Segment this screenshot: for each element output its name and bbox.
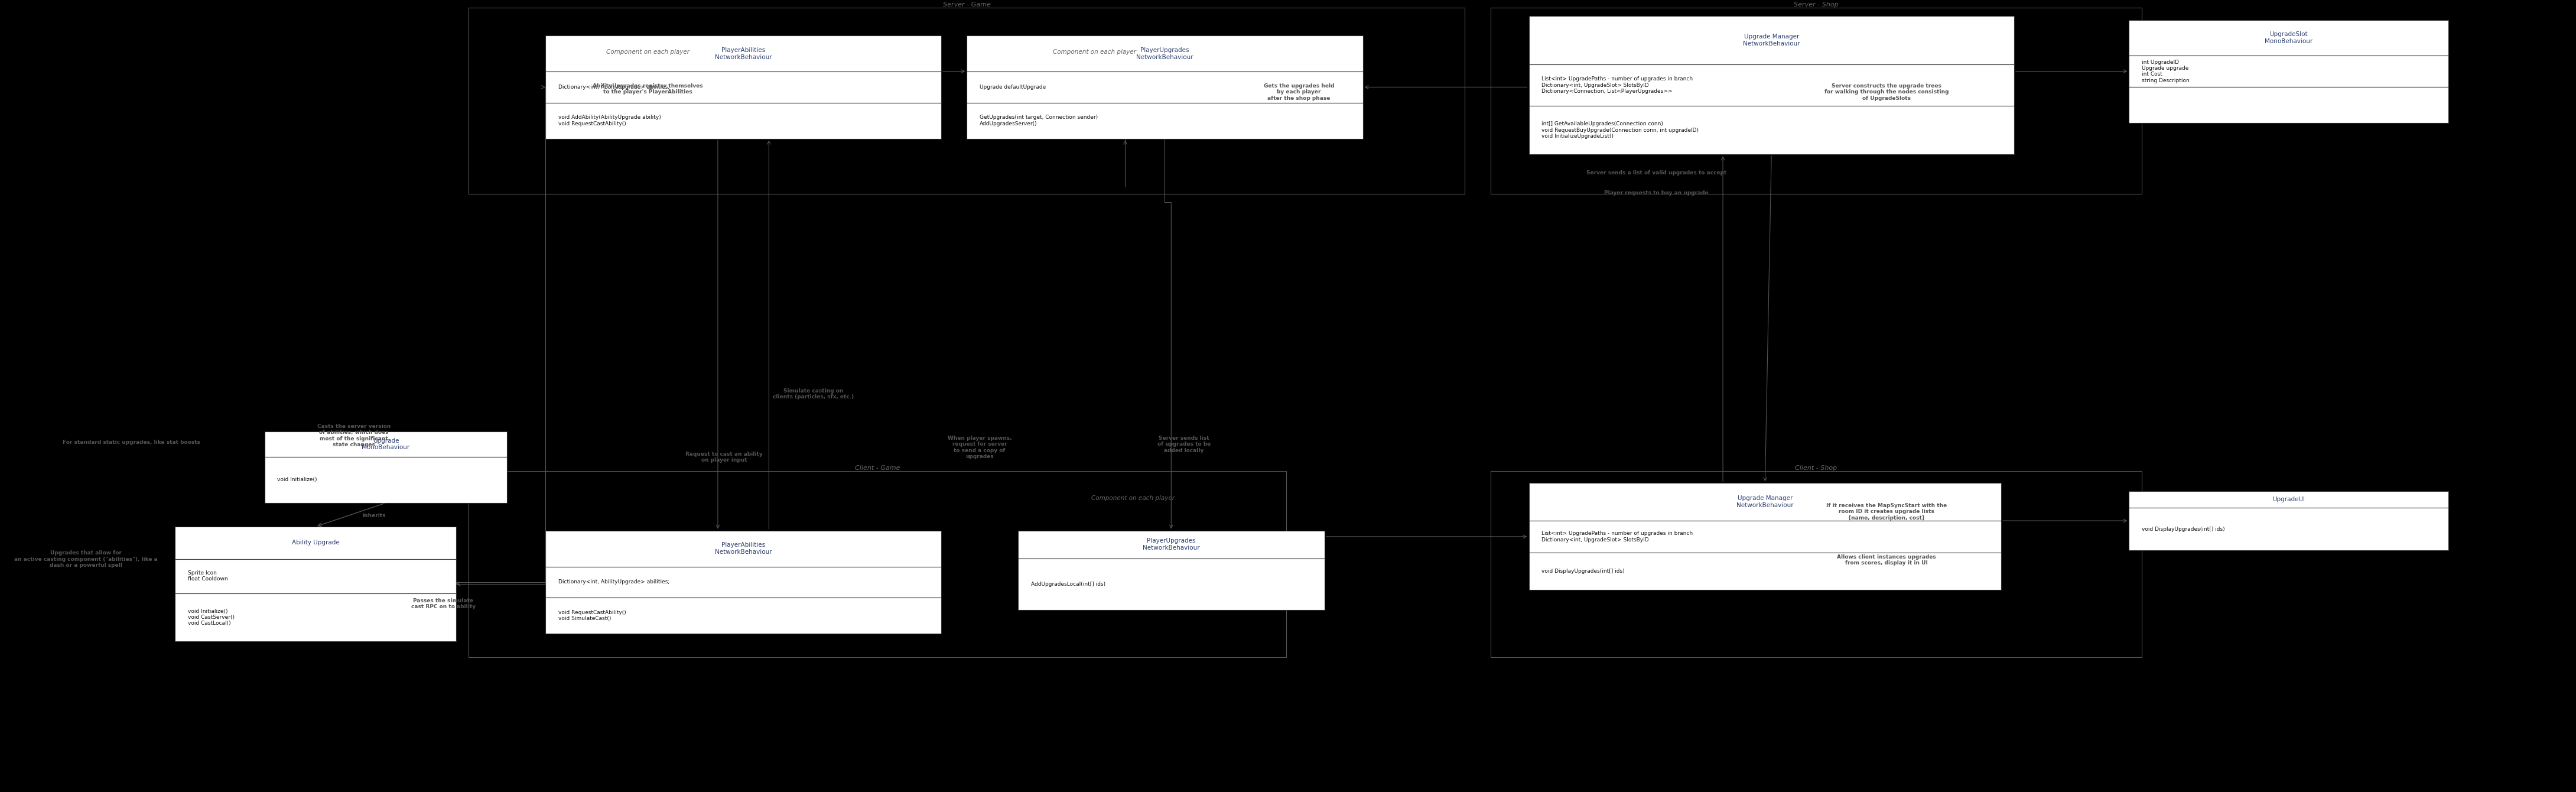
FancyBboxPatch shape	[966, 72, 1363, 103]
Text: void DisplayUpgrades(int[] ids): void DisplayUpgrades(int[] ids)	[2141, 527, 2226, 531]
FancyBboxPatch shape	[2128, 491, 2447, 508]
FancyBboxPatch shape	[175, 527, 456, 559]
FancyBboxPatch shape	[546, 72, 940, 103]
Text: Dictionary<int, AbilityUpgrade> abilities;: Dictionary<int, AbilityUpgrade> abilitie…	[559, 85, 670, 89]
FancyBboxPatch shape	[1018, 558, 1324, 610]
Text: List<int> UpgradePaths - number of upgrades in branch
Dictionary<int, UpgradeSlo: List<int> UpgradePaths - number of upgra…	[1540, 76, 1692, 94]
FancyBboxPatch shape	[1528, 520, 2002, 553]
FancyBboxPatch shape	[966, 36, 1363, 72]
Text: Upgrade Manager
NetworkBehaviour: Upgrade Manager NetworkBehaviour	[1736, 496, 1793, 508]
FancyBboxPatch shape	[546, 103, 940, 139]
Text: Player requests to buy an upgrade: Player requests to buy an upgrade	[1605, 190, 1708, 196]
Text: void DisplayUpgrades(int[] ids): void DisplayUpgrades(int[] ids)	[1540, 569, 1625, 574]
Text: Dictionary<int, AbilityUpgrade> abilities;: Dictionary<int, AbilityUpgrade> abilitie…	[559, 580, 670, 584]
Bar	[1492, 471, 2141, 657]
Text: PlayerUpgrades
NetworkBehaviour: PlayerUpgrades NetworkBehaviour	[1136, 48, 1193, 60]
Text: int[] GetAvailableUpgrades(Connection conn)
void RequestBuyUpgrade(Connection co: int[] GetAvailableUpgrades(Connection co…	[1540, 121, 1698, 139]
Text: AddUpgradesLocal(int[] ids): AddUpgradesLocal(int[] ids)	[1030, 581, 1105, 587]
Text: void Initialize(): void Initialize()	[278, 477, 317, 482]
FancyBboxPatch shape	[265, 456, 507, 503]
Text: PlayerAbilities
NetworkBehaviour: PlayerAbilities NetworkBehaviour	[714, 48, 773, 60]
FancyBboxPatch shape	[1528, 483, 2002, 520]
Text: Casts the server version
of abilities, which does
most of the significant
state : Casts the server version of abilities, w…	[317, 424, 392, 447]
FancyBboxPatch shape	[175, 559, 456, 593]
Text: Component on each player: Component on each player	[1092, 495, 1175, 501]
Text: GetUpgrades(int target, Connection sender)
AddUpgradesServer(): GetUpgrades(int target, Connection sende…	[979, 115, 1097, 126]
Text: For standard static upgrades, like stat boosts: For standard static upgrades, like stat …	[62, 440, 201, 445]
Text: void Initialize()
void CastServer()
void CastLocal(): void Initialize() void CastServer() void…	[188, 608, 234, 626]
Text: Sprite Icon
float Cooldown: Sprite Icon float Cooldown	[188, 570, 227, 582]
Text: PlayerAbilities
NetworkBehaviour: PlayerAbilities NetworkBehaviour	[714, 543, 773, 555]
FancyBboxPatch shape	[1528, 106, 2014, 154]
Text: Upgrade Manager
NetworkBehaviour: Upgrade Manager NetworkBehaviour	[1744, 34, 1801, 47]
Text: inherits: inherits	[363, 513, 386, 519]
Text: Server - Game: Server - Game	[943, 2, 992, 8]
Text: Upgrade defaultUpgrade: Upgrade defaultUpgrade	[979, 85, 1046, 89]
Bar	[469, 471, 1285, 657]
Text: Allows client instances upgrades
from scores, display it in UI: Allows client instances upgrades from sc…	[1837, 554, 1937, 565]
Bar	[1492, 8, 2141, 194]
Text: void AddAbility(AbilityUpgrade ability)
void RequestCastAbility(): void AddAbility(AbilityUpgrade ability) …	[559, 115, 662, 126]
FancyBboxPatch shape	[175, 593, 456, 642]
FancyBboxPatch shape	[1528, 16, 2014, 64]
Text: Request to cast an ability
on player input: Request to cast an ability on player inp…	[685, 451, 762, 463]
Text: When player spawns,
request for server
to send a copy of
upgrades: When player spawns, request for server t…	[948, 436, 1012, 459]
Text: Simulate casting on
clients (particles, sfx, etc.): Simulate casting on clients (particles, …	[773, 388, 855, 399]
Text: List<int> UpgradePaths - number of upgrades in branch
Dictionary<int, UpgradeSlo: List<int> UpgradePaths - number of upgra…	[1540, 531, 1692, 543]
Bar	[469, 8, 1466, 194]
FancyBboxPatch shape	[265, 432, 507, 456]
FancyBboxPatch shape	[2128, 87, 2447, 123]
FancyBboxPatch shape	[546, 598, 940, 634]
FancyBboxPatch shape	[1018, 531, 1324, 558]
Text: If it receives the MapSyncStart with the
room ID it creates upgrade lists
[name,: If it receives the MapSyncStart with the…	[1826, 503, 1947, 520]
Text: Component on each player: Component on each player	[1054, 49, 1136, 55]
Text: Component on each player: Component on each player	[605, 49, 690, 55]
FancyBboxPatch shape	[2128, 508, 2447, 550]
FancyBboxPatch shape	[1528, 64, 2014, 106]
Text: UpgradeUI: UpgradeUI	[2272, 497, 2306, 502]
FancyBboxPatch shape	[546, 36, 940, 72]
Text: Server sends a list of valid upgrades to accept: Server sends a list of valid upgrades to…	[1587, 170, 1726, 176]
Text: Ability Upgrade: Ability Upgrade	[291, 540, 340, 546]
FancyBboxPatch shape	[966, 103, 1363, 139]
Text: Server sends list
of upgrades to be
added locally: Server sends list of upgrades to be adde…	[1157, 436, 1211, 453]
Text: Client - Shop: Client - Shop	[1795, 466, 1837, 471]
FancyBboxPatch shape	[546, 567, 940, 598]
Text: int UpgradeID
Upgrade upgrade
int Cost
string Description: int UpgradeID Upgrade upgrade int Cost s…	[2141, 59, 2190, 83]
Text: Server constructs the upgrade trees
for walking through the nodes consisting
of : Server constructs the upgrade trees for …	[1824, 83, 1947, 101]
FancyBboxPatch shape	[1528, 553, 2002, 590]
Text: Upgrades that allow for
an active casting component ("abilities"), like a
dash o: Upgrades that allow for an active castin…	[13, 550, 157, 568]
Text: Upgrade
MonoBehaviour: Upgrade MonoBehaviour	[361, 438, 410, 451]
Text: Gets the upgrades held
by each player
after the shop phase: Gets the upgrades held by each player af…	[1265, 83, 1334, 101]
FancyBboxPatch shape	[546, 531, 940, 567]
FancyBboxPatch shape	[2128, 20, 2447, 56]
Text: Client - Game: Client - Game	[855, 466, 899, 471]
Text: AbilityUpgrades register themselves
to the player's PlayerAbilities: AbilityUpgrades register themselves to t…	[592, 83, 703, 94]
Text: Passes the simulate
cast RPC on to ability: Passes the simulate cast RPC on to abili…	[412, 598, 477, 609]
Text: PlayerUpgrades
NetworkBehaviour: PlayerUpgrades NetworkBehaviour	[1144, 538, 1200, 551]
Text: Server - Shop: Server - Shop	[1793, 2, 1839, 8]
Text: UpgradeSlot
MonoBehaviour: UpgradeSlot MonoBehaviour	[2264, 32, 2313, 44]
FancyBboxPatch shape	[2128, 56, 2447, 87]
Text: void RequestCastAbility()
void SimulateCast(): void RequestCastAbility() void SimulateC…	[559, 610, 626, 621]
